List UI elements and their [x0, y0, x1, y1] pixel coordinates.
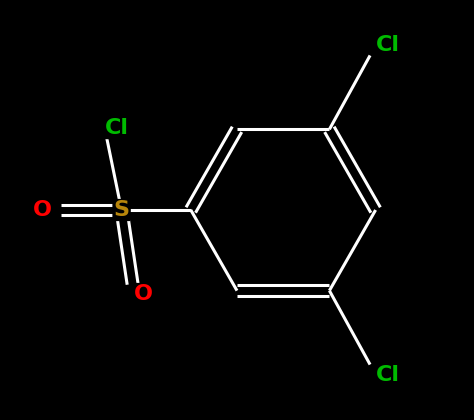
Text: O: O: [134, 284, 153, 304]
Text: Cl: Cl: [375, 365, 400, 385]
Text: S: S: [113, 200, 129, 220]
Text: Cl: Cl: [105, 118, 129, 138]
Text: O: O: [33, 200, 52, 220]
Text: Cl: Cl: [375, 35, 400, 55]
